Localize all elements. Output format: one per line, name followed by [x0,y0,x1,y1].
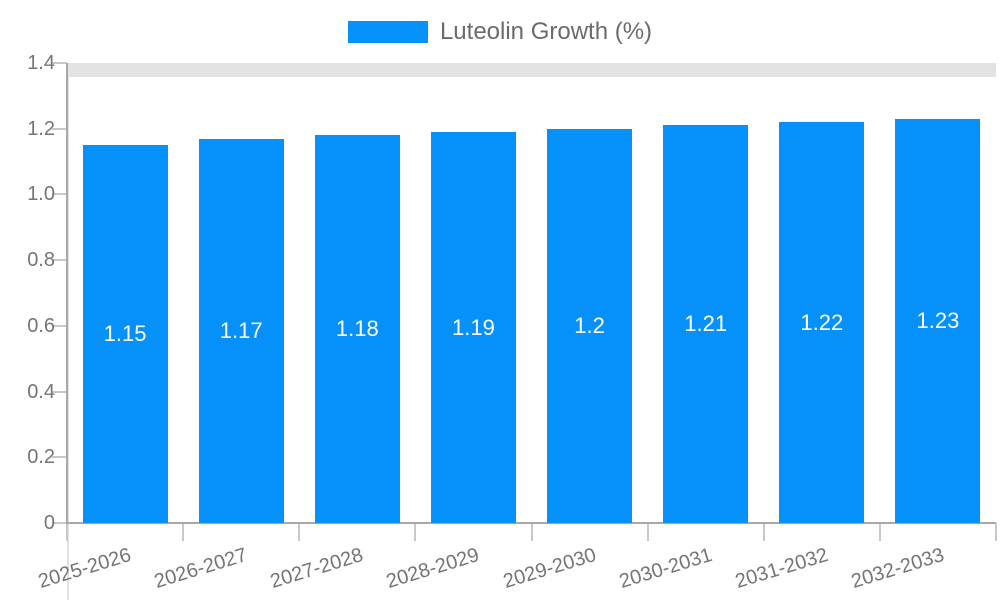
bar[interactable] [779,122,865,523]
x-axis-tick-mark [182,523,185,541]
gridline-horizontal [67,75,996,77]
x-axis-tick-mark [298,523,301,541]
y-axis-tick-mark [52,62,67,64]
x-axis-tick-mark [530,523,533,541]
legend-swatch [347,21,428,43]
y-axis-tick-label: 0.2 [27,446,55,469]
gridline-horizontal [67,67,996,69]
x-axis-tick-mark [414,523,417,541]
y-axis-tick-mark [52,324,67,327]
x-axis-tick-label: 2031-2032 [732,543,831,593]
y-axis-tick-label: 0.6 [27,314,55,337]
y-axis-tick-mark [52,259,67,262]
x-axis-tick-mark [646,523,649,541]
bar[interactable] [547,128,633,523]
legend-item[interactable]: Luteolin Growth (%) [0,18,1000,46]
x-axis-tick-label: 2029-2030 [500,543,599,593]
y-axis-tick-label: 1.4 [27,52,55,74]
bar[interactable] [895,118,981,523]
x-axis-tick-mark [878,523,881,541]
bar[interactable] [663,125,749,523]
y-axis-tick-mark [52,390,67,393]
y-axis-tick-label: 1.2 [27,117,55,140]
gridline-horizontal [67,63,996,65]
gridline-horizontal [67,69,996,71]
x-axis-tick-label: 2030-2031 [616,543,715,593]
bar[interactable] [198,138,284,523]
x-axis-tick-label: 2025-2026 [35,543,134,593]
x-axis-line [66,522,996,524]
y-axis-line [66,63,68,524]
bar[interactable] [430,132,516,523]
y-axis-tick-label: 0.8 [27,249,55,272]
x-axis-tick-label: 2032-2033 [848,543,947,593]
gridline-vertical [67,537,69,600]
y-axis-tick-mark [52,456,67,459]
x-axis-tick-mark [995,523,997,541]
x-axis-tick-mark [762,523,765,541]
y-axis-tick-label: 0.4 [27,380,55,403]
x-axis-tick-mark [66,523,68,541]
x-axis-tick-label: 2027-2028 [268,543,367,593]
y-axis-tick-mark [52,193,67,196]
gridline-horizontal [67,73,996,75]
legend-label: Luteolin Growth (%) [439,18,653,45]
plot-area: 1.15 1.17 1.18 1.19 1.2 1.21 1.22 1.23 [52,62,997,600]
gridline-horizontal [67,65,996,67]
bar[interactable] [82,145,168,523]
y-axis-tick-mark [52,127,67,130]
y-axis-tick-label: 1.0 [27,183,55,206]
x-axis-tick-label: 2028-2029 [384,543,483,593]
bar[interactable] [314,135,400,523]
gridline-vertical [67,77,69,537]
y-axis-tick-mark [52,522,67,524]
y-axis-tick-label: 0 [43,512,55,534]
gridline-horizontal [67,71,996,73]
x-axis-tick-label: 2026-2027 [152,543,250,593]
